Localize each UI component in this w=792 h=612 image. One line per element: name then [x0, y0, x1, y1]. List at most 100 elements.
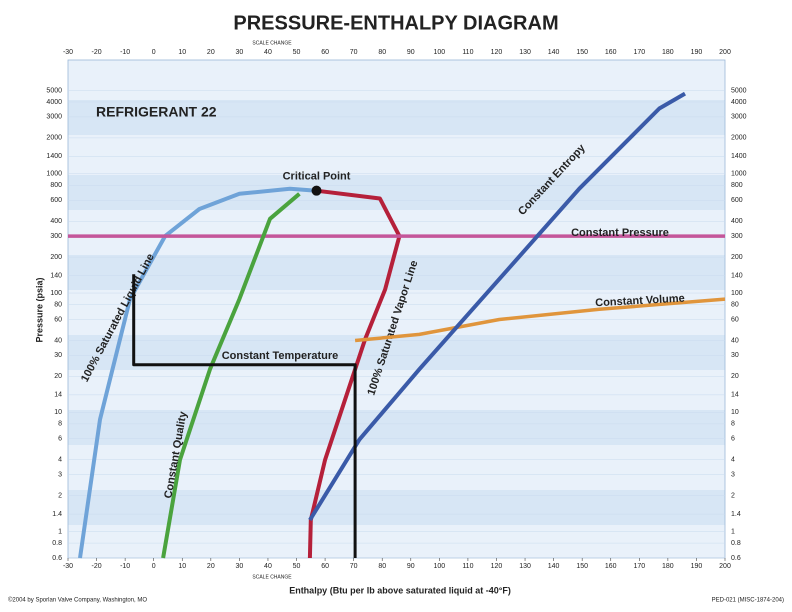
x-tick-label: 60 [321, 563, 329, 570]
x-tick-label: 20 [207, 49, 215, 56]
x-tick-label: 200 [719, 49, 731, 56]
y-tick-label: 14 [731, 392, 739, 399]
y-tick-label: 20 [54, 373, 62, 380]
series-line [308, 91, 687, 522]
x-tick-label: 90 [407, 49, 415, 56]
x-tick-label: 140 [548, 563, 560, 570]
x-tick-label: 70 [350, 49, 358, 56]
x-tick-label: 190 [691, 49, 703, 56]
y-tick-label: 600 [731, 197, 743, 204]
y-tick-label: 3 [58, 471, 62, 478]
y-tick-label: 30 [54, 352, 62, 359]
x-tick-label: 0 [152, 563, 156, 570]
y-tick-label: 0.6 [52, 555, 62, 562]
y-tick-label: 300 [731, 233, 743, 240]
y-tick-label: 200 [731, 254, 743, 261]
x-tick-label: 50 [293, 563, 301, 570]
x-tick-label: -10 [120, 563, 130, 570]
y-tick-label: 1 [58, 528, 62, 535]
critical-point-label: Critical Point [283, 171, 351, 183]
x-tick-label: 30 [235, 563, 243, 570]
series-label: Constant Volume [595, 293, 685, 310]
y-tick-label: 6 [731, 436, 735, 443]
y-tick-label: 5000 [46, 87, 62, 94]
x-tick-label: 120 [491, 49, 503, 56]
y-tick-label: 3000 [731, 114, 747, 121]
footer-right: PED-021 (MISC-1874-204) [712, 598, 784, 604]
x-tick-label: -30 [63, 563, 73, 570]
y-tick-label: 1.4 [731, 511, 741, 518]
y-tick-label: 300 [50, 233, 62, 240]
x-tick-label: 170 [633, 49, 645, 56]
x-tick-label: 180 [662, 49, 674, 56]
y-tick-label: 30 [731, 352, 739, 359]
x-tick-label: 150 [576, 49, 588, 56]
y-tick-label: 60 [731, 316, 739, 323]
y-tick-label: 800 [50, 182, 62, 189]
y-tick-label: 2000 [731, 135, 747, 142]
y-tick-label: 10 [731, 409, 739, 416]
y-tick-label: 1 [731, 528, 735, 535]
y-tick-label: 8 [58, 421, 62, 428]
y-tick-label: 60 [54, 316, 62, 323]
series-line [161, 192, 301, 559]
x-tick-label: 160 [605, 49, 617, 56]
scale-note: SCALE CHANGE [252, 574, 292, 580]
y-tick-label: 140 [731, 272, 743, 279]
chart-title: PRESSURE-ENTHALPY DIAGRAM [233, 12, 558, 34]
x-tick-label: 80 [378, 49, 386, 56]
x-tick-label: 130 [519, 49, 531, 56]
x-tick-label: 140 [548, 49, 560, 56]
x-tick-label: 110 [462, 563, 473, 570]
x-tick-label: 0 [152, 49, 156, 56]
x-tick-label: 30 [235, 49, 243, 56]
x-tick-label: 190 [691, 563, 703, 570]
series-line [78, 186, 317, 559]
y-tick-label: 40 [54, 337, 62, 344]
x-tick-label: 20 [207, 563, 215, 570]
x-tick-label: -20 [92, 49, 102, 56]
y-tick-label: 400 [50, 218, 62, 225]
y-tick-label: 80 [731, 301, 739, 308]
y-tick-label: 0.8 [52, 540, 62, 547]
y-tick-label: 200 [50, 254, 62, 261]
x-tick-label: 10 [178, 563, 186, 570]
y-tick-label: 1400 [731, 153, 747, 160]
y-tick-label: 0.6 [731, 555, 741, 562]
x-tick-label: 180 [662, 563, 674, 570]
y-tick-label: 400 [731, 218, 743, 225]
x-tick-label: 40 [264, 563, 272, 570]
y-tick-label: 1.4 [52, 511, 62, 518]
y-tick-label: 4000 [46, 99, 62, 106]
y-tick-label: 5000 [731, 87, 747, 94]
y-tick-label: 2 [731, 492, 735, 499]
y-tick-label: 0.8 [731, 540, 741, 547]
x-tick-label: 130 [519, 563, 531, 570]
y-tick-label: 20 [731, 373, 739, 380]
y-tick-label: 100 [731, 290, 743, 297]
y-tick-label: 8 [731, 421, 735, 428]
y-tick-label: 6 [58, 436, 62, 443]
y-tick-label: 3000 [46, 114, 62, 121]
x-axis-label: Enthalpy (Btu per lb above saturated liq… [289, 585, 511, 595]
y-tick-label: 4 [58, 457, 62, 464]
x-tick-label: 110 [462, 49, 473, 56]
x-tick-label: 90 [407, 563, 415, 570]
series-line [132, 274, 357, 558]
y-tick-label: 4 [731, 457, 735, 464]
x-tick-label: 100 [434, 49, 446, 56]
subtitle: REFRIGERANT 22 [96, 104, 217, 120]
series-label: Constant Pressure [571, 227, 669, 239]
x-tick-label: 70 [350, 563, 358, 570]
y-tick-label: 2 [58, 492, 62, 499]
y-tick-label: 80 [54, 301, 62, 308]
series-line [354, 297, 726, 343]
y-tick-label: 2000 [46, 135, 62, 142]
x-tick-label: 170 [633, 563, 645, 570]
x-tick-label: 60 [321, 49, 329, 56]
y-tick-label: 1000 [46, 171, 62, 178]
y-tick-label: 3 [731, 471, 735, 478]
y-tick-label: 10 [54, 409, 62, 416]
y-tick-label: 4000 [731, 99, 747, 106]
